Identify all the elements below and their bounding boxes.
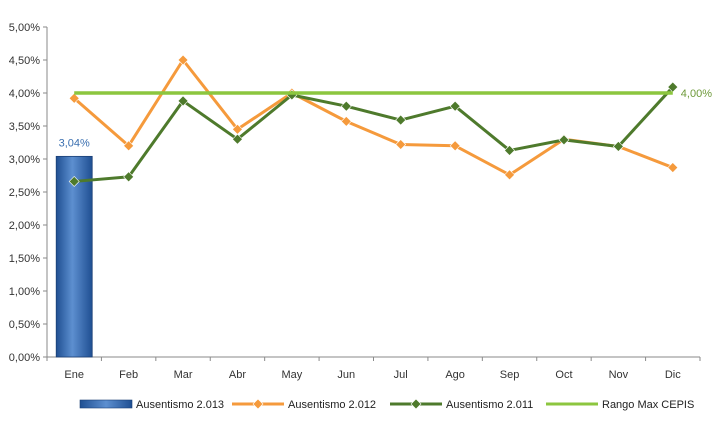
data-labels-layer: 3,04% 4,00% [59,88,713,149]
legend-swatch-ausentismo-2-013 [79,399,133,409]
y-tick-label: 2,00% [9,220,40,232]
x-tick-label: Nov [609,369,629,381]
lines-layer [68,54,679,187]
legend-marker-ausentismo-2-012 [252,398,264,410]
x-tick-label: Ene [64,369,84,381]
x-tick-label: Sep [500,369,520,381]
y-tick-label: 5,00% [9,22,40,34]
x-tick-label: May [281,369,302,381]
legend-label-rango-max-cepis: Rango Max CEPIS [602,399,694,411]
data-label-ausentismo-2-013: 3,04% [59,137,90,149]
bars-layer [55,155,93,358]
point-ausentismo-2-012 [123,140,135,152]
legend-label-ausentismo-2-012: Ausentismo 2.012 [288,399,376,411]
y-tick-label: 4,50% [9,55,40,67]
legend-marker-ausentismo-2-011 [410,398,422,410]
legend: Ausentismo 2.013 Ausentismo 2.012 Ausentis… [79,398,694,411]
point-ausentismo-2-011 [449,100,461,112]
bar-ausentismo-2-013 [55,155,93,358]
point-ausentismo-2-012 [449,140,461,152]
x-tick-label: Feb [119,369,138,381]
point-ausentismo-2-011 [504,144,515,156]
line-ausentismo-2-011 [74,86,674,183]
x-tick-label: Jun [337,369,355,381]
point-ausentismo-2-012 [68,92,80,104]
point-ausentismo-2-012 [177,54,189,66]
x-tick-label: Ago [445,369,465,381]
y-tick-label: 1,50% [9,253,40,265]
y-tick-label: 4,00% [9,88,40,100]
y-tick-label: 3,00% [9,154,40,166]
x-tick-label: Dic [665,369,681,381]
legend-label-ausentismo-2-013: Ausentismo 2.013 [136,399,224,411]
y-tick-label: 3,50% [9,121,40,133]
point-ausentismo-2-011 [340,100,352,112]
point-ausentismo-2-012 [395,139,407,150]
point-ausentismo-2-012 [667,162,679,174]
point-ausentismo-2-011 [177,95,189,107]
x-tick-label: Oct [555,369,572,381]
point-ausentismo-2-011 [558,134,570,146]
x-tick-label: Mar [174,369,193,381]
point-ausentismo-2-012 [504,169,515,181]
y-tick-label: 0,50% [9,319,40,331]
point-ausentismo-2-011 [68,176,80,187]
point-ausentismo-2-011 [395,114,407,126]
x-tick-label: Abr [229,369,246,381]
point-ausentismo-2-012 [340,115,352,127]
point-ausentismo-2-011 [123,171,135,183]
point-ausentismo-2-011 [232,133,243,145]
axes-layer: 0,00% 0,50% 1,00% 1,50% 2,00% 2,50% 3,00% 3,50%… [9,22,701,381]
line-ausentismo-2-012 [73,58,674,177]
x-tick-label: Jul [394,369,408,381]
y-tick-label: 1,00% [9,286,40,298]
y-tick-label: 2,50% [9,187,40,199]
legend-label-ausentismo-2-011: Ausentismo 2.011 [446,399,533,411]
end-label-rango-max-cepis: 4,00% [681,88,712,100]
y-tick-label: 0,00% [9,352,40,364]
point-ausentismo-2-011 [612,141,624,152]
